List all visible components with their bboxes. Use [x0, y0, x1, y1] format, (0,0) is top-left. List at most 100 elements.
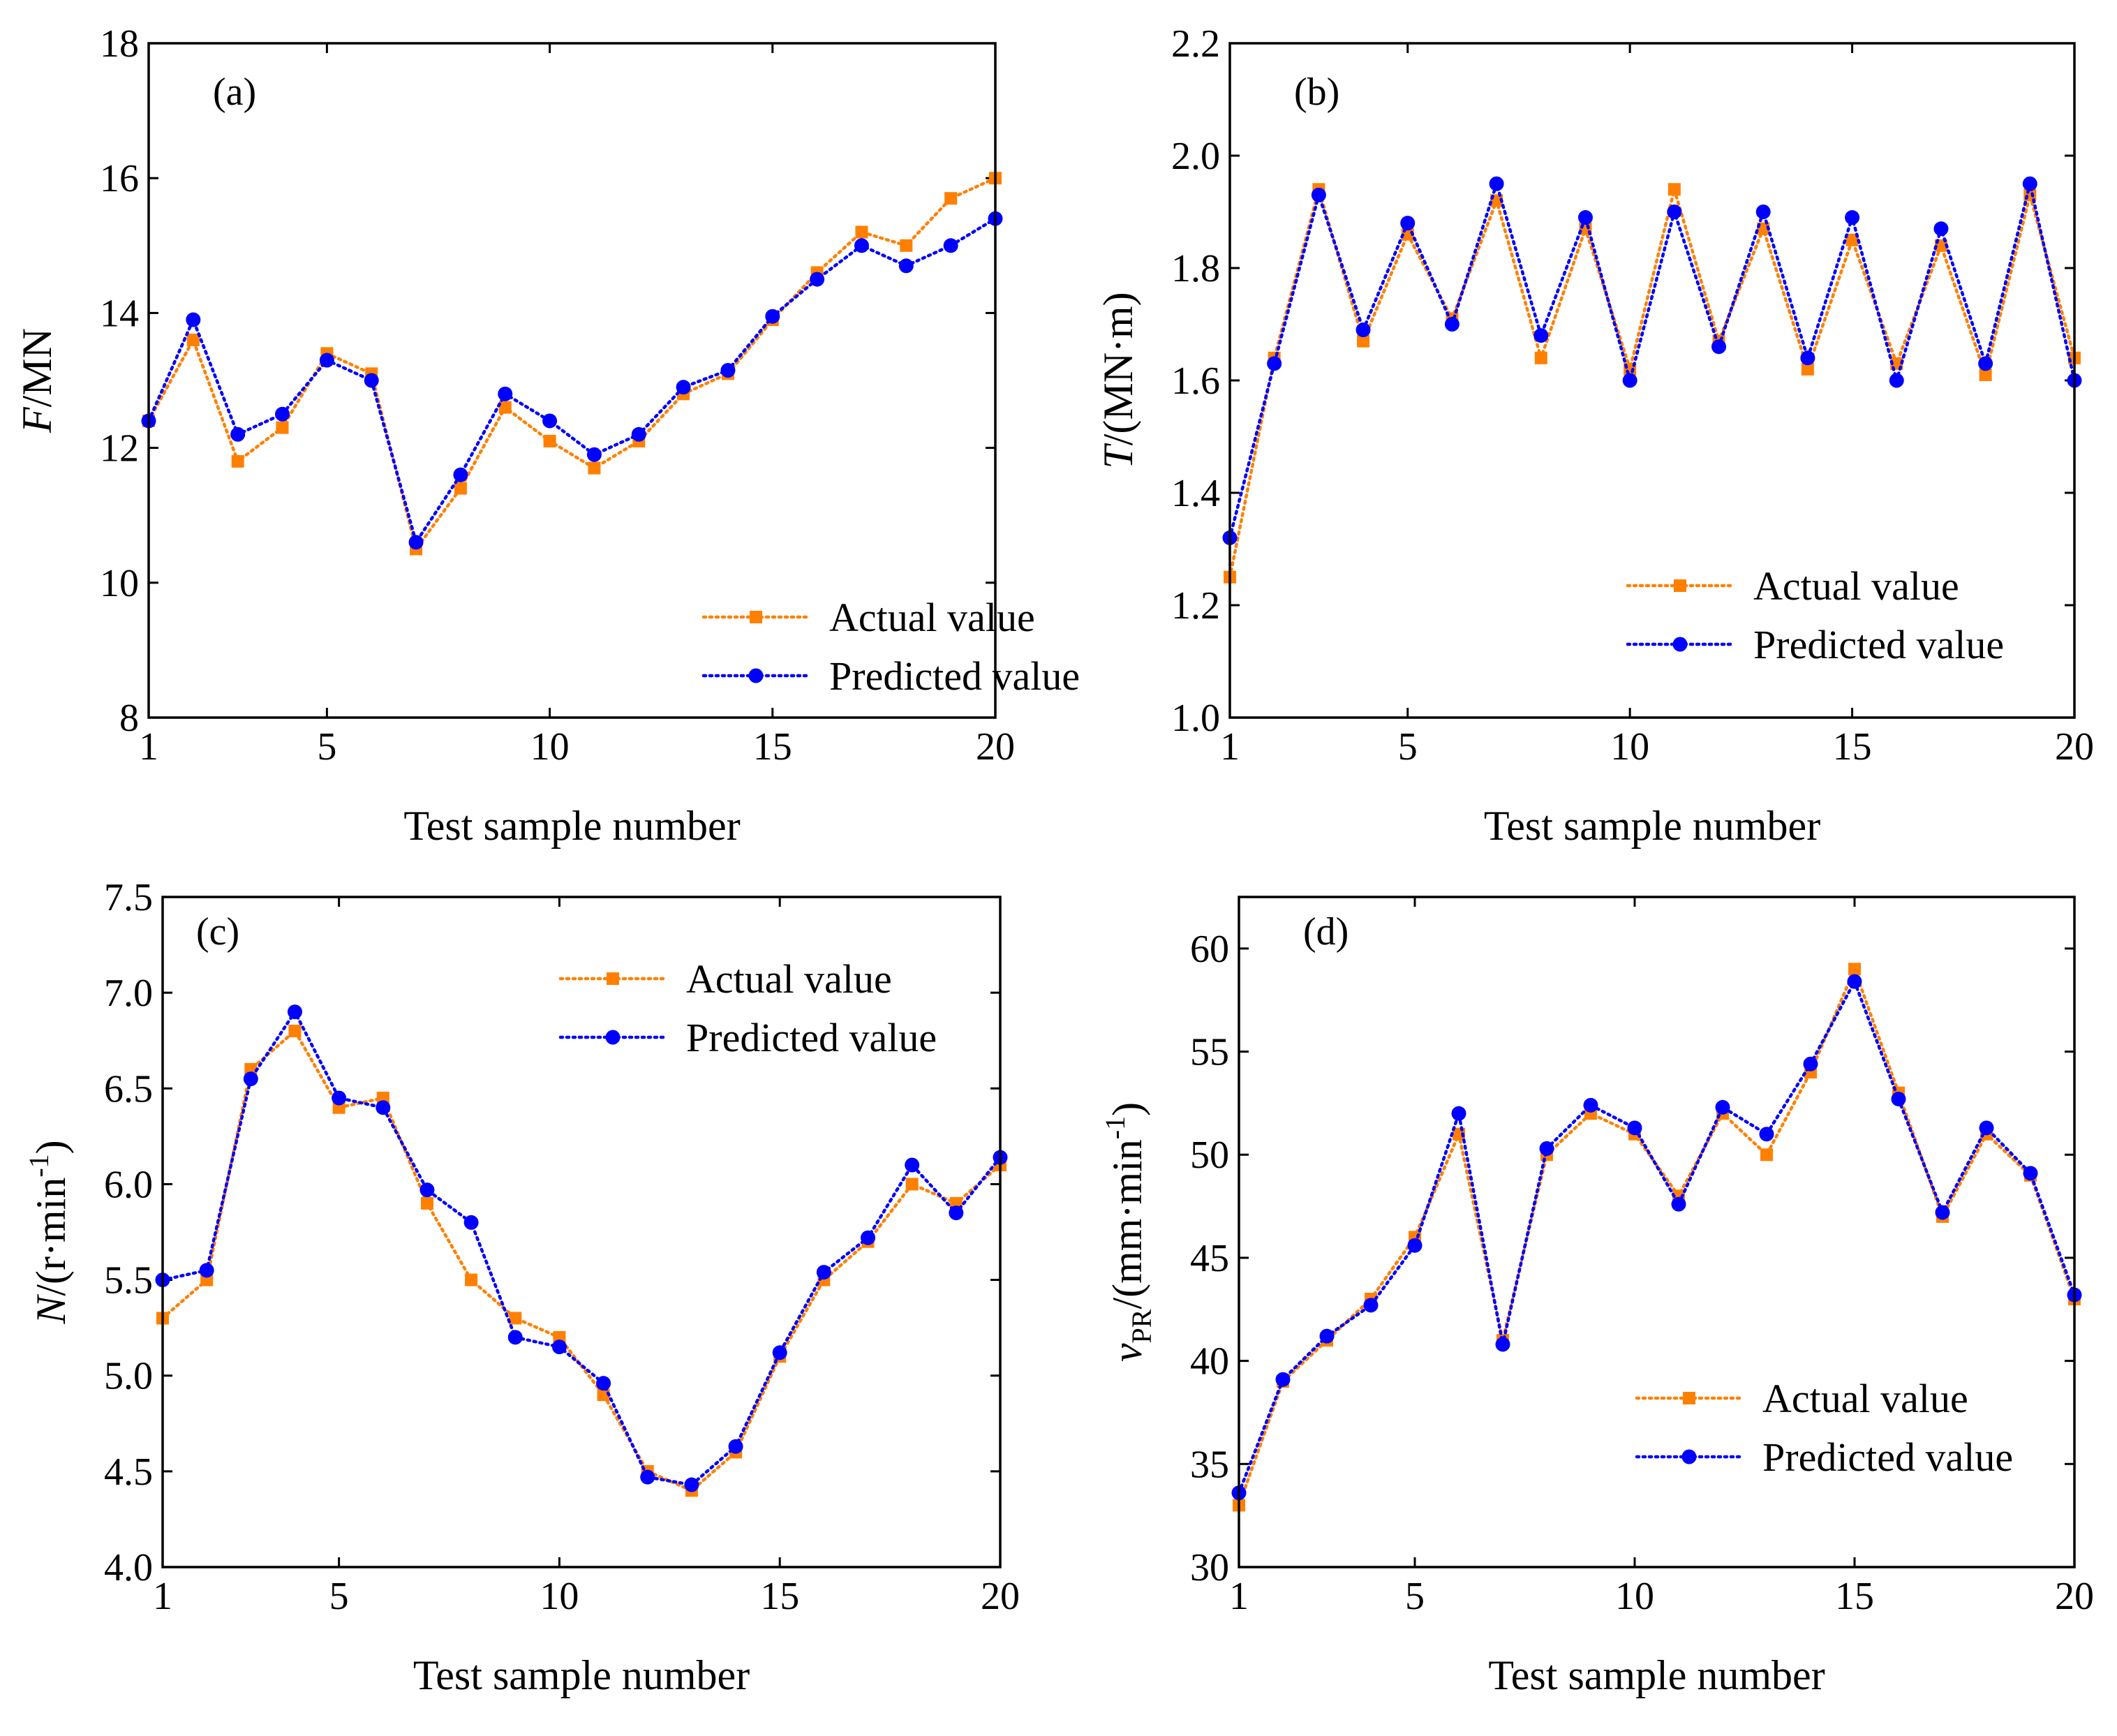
plot-frame: [1238, 896, 2076, 1568]
data-point-predicted: [230, 426, 246, 442]
data-point-predicted: [1489, 176, 1504, 191]
y-tick-label: 4.5: [104, 1451, 153, 1494]
data-point-actual: [905, 1178, 919, 1191]
y-tick-label: 2.2: [1171, 22, 1220, 66]
data-point-actual: [288, 1025, 302, 1037]
y-tick-label: 7.0: [104, 972, 153, 1015]
panel-label: (a): [213, 71, 256, 114]
data-point-predicted: [765, 309, 780, 324]
y-tick-label: 6.0: [104, 1163, 153, 1206]
panel-label: (b): [1294, 71, 1339, 114]
data-point-predicted: [943, 238, 958, 253]
data-point-predicted: [498, 386, 513, 401]
data-point-predicted: [1400, 216, 1416, 231]
x-tick-label: 10: [1610, 725, 1649, 769]
x-tick-label: 15: [1833, 725, 1872, 769]
data-point-predicted: [1978, 356, 1993, 371]
data-point-actual: [1848, 963, 1861, 976]
legend-label: Actual value: [1762, 1376, 1968, 1421]
y-tick-label: 6.5: [104, 1067, 153, 1111]
data-point-actual: [498, 401, 512, 414]
series-line: [161, 1028, 1002, 1492]
y-tick-label: 16: [100, 157, 139, 200]
data-point-actual: [1357, 334, 1370, 348]
data-point-predicted: [376, 1100, 391, 1115]
data-point-predicted: [1627, 1120, 1642, 1136]
y-tick-label: 60: [1190, 928, 1229, 971]
x-tick-label: 1: [139, 725, 158, 769]
data-point-actual: [1979, 368, 1992, 381]
data-point-predicted: [1583, 1097, 1598, 1113]
data-point-predicted: [1935, 1205, 1950, 1220]
series-markers: [142, 172, 1002, 556]
y-tick-label: 1.8: [1171, 247, 1220, 290]
data-point-predicted: [243, 1071, 258, 1087]
legend-label: Actual value: [829, 595, 1035, 640]
data-point-actual: [1534, 351, 1547, 364]
y-tick-label: 40: [1190, 1340, 1229, 1383]
y-axis-label: N/(r·min-1): [23, 1140, 74, 1324]
data-point-predicted: [898, 258, 914, 274]
plot-frame: [1228, 42, 2076, 719]
series-line: [1237, 977, 2077, 1494]
series-line: [1228, 183, 2077, 579]
panel-label: (c): [196, 910, 239, 954]
y-tick-label: 55: [1190, 1031, 1229, 1074]
data-point-predicted: [1711, 339, 1727, 355]
x-tick-label: 5: [1398, 725, 1418, 769]
y-axis-label: vPR/(mm·min-1): [1099, 1102, 1157, 1362]
x-tick-label: 10: [530, 725, 570, 769]
data-point-predicted: [542, 413, 558, 429]
data-point-predicted: [1355, 322, 1371, 338]
x-axis-label: Test sample number: [413, 1652, 750, 1698]
x-tick-label: 5: [1405, 1575, 1425, 1618]
legend-label: Actual value: [686, 956, 892, 1002]
legend-label: Actual value: [1753, 563, 1959, 609]
data-point-predicted: [186, 312, 201, 327]
data-point-predicted: [728, 1439, 743, 1454]
data-point-predicted: [854, 238, 869, 253]
legend-marker: [1674, 579, 1686, 592]
y-tick-label: 12: [100, 427, 139, 470]
data-point-predicted: [676, 380, 691, 395]
legend-label: Predicted value: [1753, 622, 2004, 667]
data-point-actual: [543, 434, 556, 447]
data-point-predicted: [1891, 1091, 1906, 1106]
series-markers: [156, 1025, 1006, 1497]
x-tick-label: 20: [2055, 725, 2094, 769]
data-point-predicted: [2023, 1166, 2038, 1181]
data-point-predicted: [1759, 1127, 1774, 1142]
y-tick-label: 45: [1190, 1237, 1229, 1280]
plot-frame: [161, 896, 1002, 1568]
series-line: [147, 216, 997, 547]
legend-marker: [605, 1030, 621, 1045]
data-point-predicted: [1495, 1337, 1510, 1352]
data-point-predicted: [1933, 221, 1949, 237]
data-point-actual: [1760, 1148, 1773, 1162]
data-point-predicted: [2022, 176, 2037, 191]
x-tick-label: 20: [976, 725, 1015, 769]
y-tick-label: 1.4: [1171, 472, 1220, 515]
x-tick-label: 15: [1835, 1575, 1874, 1618]
data-point-predicted: [684, 1477, 699, 1492]
data-point-predicted: [1803, 1056, 1818, 1071]
legend-label: Predicted value: [686, 1015, 937, 1060]
y-tick-label: 4.0: [104, 1546, 153, 1589]
data-point-predicted: [1667, 205, 1682, 219]
x-tick-label: 20: [2055, 1575, 2094, 1618]
series-line: [147, 176, 997, 553]
x-tick-label: 1: [1229, 1575, 1249, 1618]
y-tick-label: 1.0: [1171, 697, 1220, 740]
data-point-predicted: [1755, 205, 1771, 219]
data-point-predicted: [905, 1157, 920, 1173]
data-point-predicted: [631, 426, 646, 442]
data-point-predicted: [1451, 1106, 1466, 1121]
legend-marker: [748, 668, 764, 683]
y-tick-label: 1.2: [1171, 584, 1220, 628]
data-point-predicted: [275, 406, 290, 422]
data-point-predicted: [1444, 317, 1459, 332]
data-point-predicted: [1533, 328, 1549, 343]
data-point-predicted: [1577, 210, 1593, 225]
data-point-predicted: [287, 1004, 302, 1020]
